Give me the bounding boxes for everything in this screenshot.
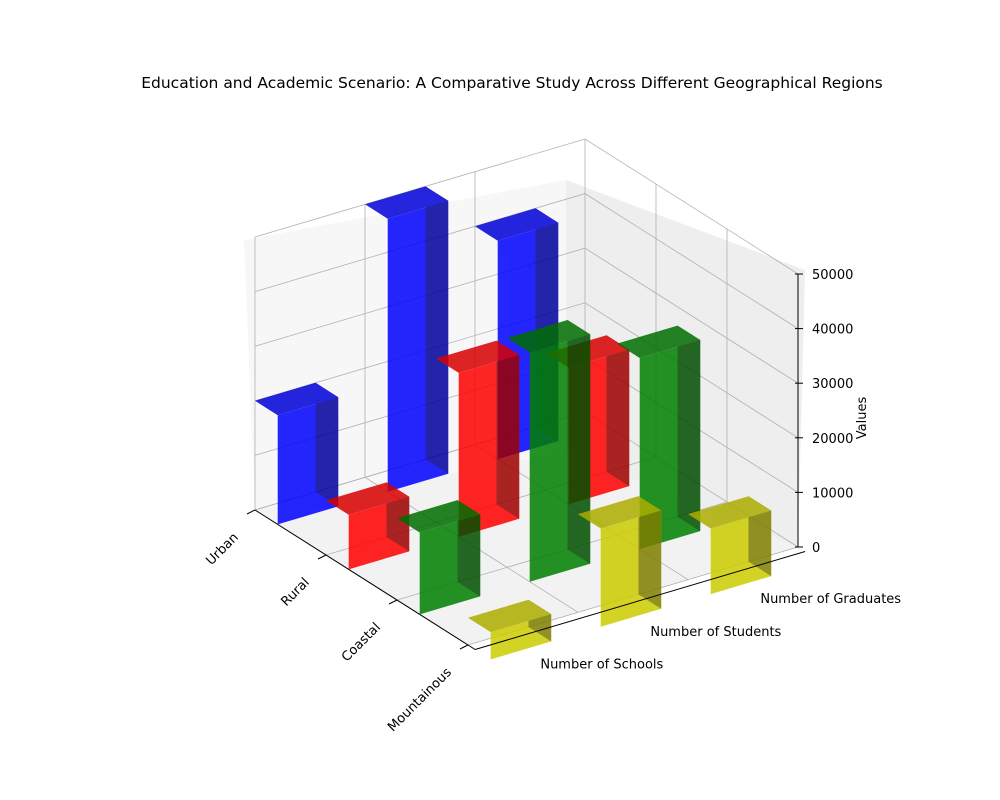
region-tick-label: Coastal (339, 620, 384, 665)
bar-top-face (397, 500, 481, 533)
metric-tick-label: Number of Schools (540, 658, 663, 673)
bar-side-face (606, 335, 630, 487)
grid-line (254, 302, 799, 439)
bar-side-face (425, 186, 449, 474)
z-tick-label: 40000 (812, 323, 853, 338)
bar-top-face (578, 496, 662, 529)
tick-mark (317, 554, 327, 560)
bar-side-face (567, 320, 591, 564)
bar-top-face (255, 382, 339, 416)
grid-line (254, 138, 799, 275)
bar-top-face (326, 482, 410, 515)
bar-top-face (688, 496, 772, 529)
region-tick-label: Mountainous (385, 665, 455, 735)
bar (507, 320, 591, 582)
z-tick-label: 20000 (812, 432, 853, 447)
bar-top-face (475, 208, 559, 241)
grid-line (254, 193, 799, 329)
bar (688, 496, 772, 595)
tick-mark (459, 644, 469, 650)
metric-axis-line (474, 551, 806, 650)
grid-line (254, 247, 799, 384)
bar-side-face (496, 340, 520, 519)
region-axis-line (254, 509, 476, 650)
bar-side-face (457, 500, 481, 597)
bar (255, 382, 339, 525)
bar-top-face (436, 340, 520, 373)
region-tick-label: Rural (278, 575, 312, 609)
chart-title: Education and Academic Scenario: A Compa… (141, 74, 883, 92)
metric-tick-label: Number of Students (650, 625, 781, 640)
tick-mark (246, 509, 256, 515)
bar (617, 325, 701, 550)
bar-top-face (468, 599, 552, 633)
bar (397, 500, 481, 615)
bar (468, 599, 552, 660)
metric-tick-label: Number of Graduates (760, 592, 901, 607)
bars (255, 186, 772, 660)
region-tick-label: Urban (203, 530, 241, 568)
bar-top-face (365, 186, 449, 219)
bar-top-face (507, 320, 591, 353)
z-tick-label: 50000 (812, 268, 853, 283)
tick-mark (388, 599, 398, 605)
bar (436, 340, 520, 537)
z-tick-label: 30000 (812, 377, 853, 392)
bar-side-face (677, 325, 701, 532)
bar-top-face (617, 325, 701, 358)
z-axis-label: Values (855, 397, 870, 440)
bar-side-face (748, 496, 772, 577)
bar (365, 186, 449, 492)
z-tick-label: 0 (812, 541, 820, 556)
bar-side-face (638, 496, 662, 609)
z-tick-label: 10000 (812, 486, 853, 501)
bar (326, 482, 410, 570)
bar (578, 496, 662, 627)
bar-side-face (315, 382, 339, 507)
